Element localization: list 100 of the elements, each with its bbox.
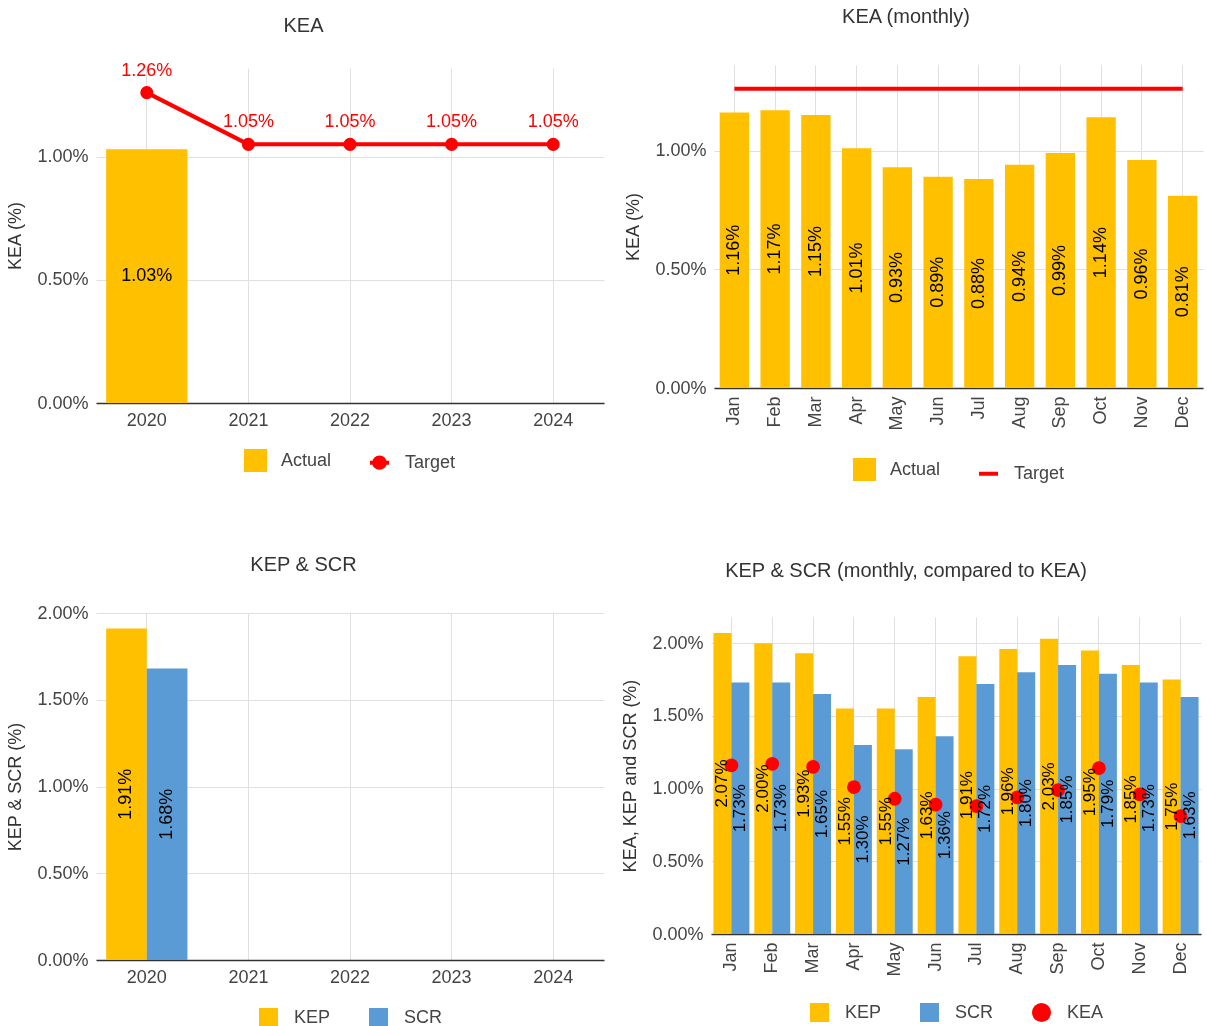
data-label: 1.80% bbox=[1016, 779, 1036, 828]
bar bbox=[1121, 664, 1140, 934]
legend-label: KEP bbox=[845, 1001, 882, 1022]
legend-label: SCR bbox=[955, 1001, 994, 1022]
y-tick-label: 1.00% bbox=[37, 776, 89, 796]
legend-label: KEP bbox=[294, 1006, 331, 1026]
bar bbox=[964, 179, 994, 388]
bar bbox=[1098, 673, 1117, 934]
data-label: 0.96% bbox=[1130, 248, 1151, 300]
data-label: 1.01% bbox=[845, 242, 866, 294]
data-label: 1.68% bbox=[156, 788, 177, 840]
x-tick-label: May bbox=[886, 396, 907, 431]
x-tick-label: 2022 bbox=[329, 409, 371, 430]
x-tick-label: Feb bbox=[764, 396, 785, 428]
x-tick-label: Jul bbox=[965, 942, 986, 966]
data-label: 1.26% bbox=[121, 59, 173, 80]
y-tick-label: 1.00% bbox=[655, 140, 707, 160]
y-tick-label: 0.00% bbox=[37, 949, 89, 970]
chart-title: KEA bbox=[283, 13, 325, 36]
y-tick-label: 1.00% bbox=[652, 778, 704, 799]
bar bbox=[1162, 679, 1181, 934]
x-tick-label: Apr bbox=[845, 396, 866, 425]
data-label: 1.91% bbox=[115, 768, 136, 820]
bar bbox=[760, 110, 790, 388]
bar bbox=[719, 112, 750, 388]
legend-label: Target bbox=[1014, 462, 1065, 483]
bar bbox=[1045, 152, 1076, 388]
y-tick-label: 0.50% bbox=[37, 269, 89, 290]
bar bbox=[1004, 164, 1035, 388]
data-label: 1.75% bbox=[1161, 782, 1181, 831]
x-tick-label: Jun bbox=[924, 942, 945, 972]
x-tick-label: Sep bbox=[1049, 396, 1070, 429]
data-label: 1.17% bbox=[764, 223, 785, 275]
data-label: 2.00% bbox=[753, 764, 773, 813]
y-tick-label: 0.50% bbox=[37, 862, 89, 883]
x-tick-label: Feb bbox=[761, 942, 782, 974]
data-label: 1.55% bbox=[834, 797, 854, 846]
x-tick-label: Sep bbox=[1047, 942, 1068, 975]
data-label: 1.03% bbox=[121, 265, 173, 286]
x-tick-label: 2023 bbox=[431, 409, 472, 430]
data-label: 1.27% bbox=[893, 817, 913, 866]
bar bbox=[1139, 682, 1158, 934]
x-tick-label: 2022 bbox=[329, 966, 371, 987]
bar bbox=[894, 749, 913, 934]
bar bbox=[713, 633, 732, 934]
bar bbox=[1127, 160, 1157, 388]
data-label: 1.93% bbox=[794, 769, 814, 818]
bar bbox=[772, 682, 791, 934]
data-label: 1.16% bbox=[723, 224, 744, 276]
x-tick-label: 2024 bbox=[533, 966, 574, 987]
legend-label: SCR bbox=[404, 1006, 443, 1026]
data-label: 1.73% bbox=[730, 784, 750, 833]
chart-title: KEP & SCR (monthly, compared to KEA) bbox=[725, 559, 1087, 581]
x-tick-label: Mar bbox=[802, 942, 823, 974]
data-label: 2.03% bbox=[1039, 762, 1059, 811]
data-label: 1.85% bbox=[1120, 775, 1140, 824]
x-tick-label: Jul bbox=[967, 396, 988, 420]
bar bbox=[1180, 696, 1199, 934]
data-label: 1.30% bbox=[852, 815, 872, 864]
bar bbox=[841, 148, 872, 388]
data-label: 1.96% bbox=[998, 767, 1018, 816]
y-tick-label: 0.00% bbox=[37, 392, 89, 413]
data-label: 0.88% bbox=[967, 257, 988, 310]
y-tick-label: 1.00% bbox=[37, 146, 89, 167]
y-tick-label: 0.50% bbox=[652, 850, 704, 871]
data-label: 1.15% bbox=[804, 225, 825, 277]
data-label: 2.07% bbox=[712, 759, 732, 808]
bar bbox=[1040, 638, 1059, 934]
x-tick-label: May bbox=[883, 942, 904, 977]
x-tick-label: Jun bbox=[927, 396, 948, 426]
bar bbox=[1086, 117, 1116, 388]
x-tick-label: Aug bbox=[1006, 942, 1027, 975]
bar bbox=[882, 167, 913, 388]
data-label: 1.55% bbox=[875, 797, 895, 846]
y-tick-label: 1.50% bbox=[652, 705, 704, 726]
x-tick-label: 2024 bbox=[533, 409, 574, 430]
x-tick-label: Dec bbox=[1171, 396, 1192, 429]
y-tick-label: 2.00% bbox=[652, 632, 704, 653]
legend-label: KEA bbox=[1067, 1001, 1104, 1022]
bar bbox=[1017, 672, 1036, 934]
legend-label: Actual bbox=[281, 449, 332, 470]
x-tick-label: Nov bbox=[1130, 396, 1151, 429]
bar bbox=[1058, 664, 1077, 934]
data-label: 1.91% bbox=[957, 771, 977, 820]
y-tick-label: 1.50% bbox=[37, 689, 89, 710]
y-axis-title: KEA (%) bbox=[5, 201, 26, 271]
data-label: 0.93% bbox=[886, 252, 907, 304]
x-tick-label: 2021 bbox=[228, 409, 269, 430]
x-tick-label: Nov bbox=[1128, 942, 1149, 975]
bar bbox=[1080, 650, 1099, 934]
legend-label: Actual bbox=[890, 458, 941, 479]
x-tick-label: Oct bbox=[1087, 942, 1108, 971]
x-tick-label: Apr bbox=[842, 942, 863, 971]
data-label: 1.72% bbox=[975, 784, 995, 834]
y-tick-label: 0.00% bbox=[652, 923, 704, 944]
bar bbox=[923, 176, 953, 388]
y-axis-title: KEA (%) bbox=[623, 192, 644, 262]
x-tick-label: Jan bbox=[720, 942, 741, 972]
bar bbox=[801, 114, 831, 388]
x-tick-label: 2023 bbox=[431, 966, 472, 987]
